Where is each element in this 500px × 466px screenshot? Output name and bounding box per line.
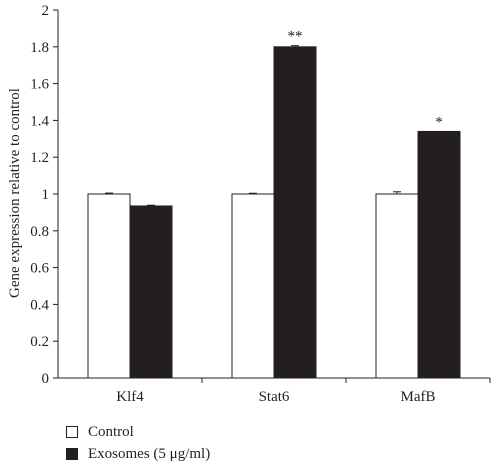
y-tick-label: 1 (42, 187, 50, 203)
bar-chart: Gene expression relative to control 0 0.2… (7, 3, 491, 405)
significance-marker: ** (288, 29, 303, 45)
y-tick-label: 0.6 (30, 261, 49, 277)
y-tick-label: 0.8 (30, 224, 49, 240)
bar (87, 193, 131, 379)
legend-item-control: Control (66, 421, 210, 443)
bar (417, 130, 461, 379)
legend-item-exosomes: Exosomes (5 μg/ml) (66, 443, 210, 465)
legend: Control Exosomes (5 μg/ml) (66, 421, 210, 465)
legend-swatch-control (66, 426, 78, 438)
category-label: Stat6 (259, 389, 290, 405)
legend-label-control: Control (88, 423, 134, 440)
bar (375, 193, 419, 379)
bar (129, 205, 173, 379)
y-tick-label: 1.2 (30, 150, 49, 166)
y-tick-label: 0.2 (30, 334, 49, 350)
category-label: Klf4 (116, 389, 144, 405)
bar (273, 46, 317, 379)
legend-label-exosomes: Exosomes (5 μg/ml) (88, 445, 211, 462)
plot-area: 0 0.2 0.4 0.6 0.8 1 1.2 1.4 1.6 1.8 2 Klf4 Stat6 ** Ma… (30, 3, 491, 405)
y-tick-label: 0.4 (30, 297, 49, 313)
category-label: MafB (401, 389, 436, 405)
y-tick-label: 1.8 (30, 40, 49, 56)
y-axis-label: Gene expression relative to control (7, 88, 23, 298)
significance-marker: * (435, 114, 443, 130)
y-tick-label: 1.6 (30, 77, 49, 93)
y-tick-label: 2 (42, 3, 50, 19)
bar (231, 193, 275, 379)
y-tick-label: 1.4 (30, 113, 49, 129)
legend-swatch-exosomes (66, 448, 78, 460)
y-tick-label: 0 (42, 371, 50, 387)
